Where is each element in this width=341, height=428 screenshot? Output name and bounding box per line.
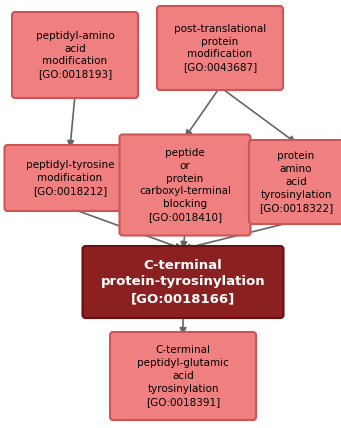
FancyBboxPatch shape — [110, 332, 256, 420]
FancyBboxPatch shape — [249, 140, 341, 224]
Text: post-translational
protein
modification
[GO:0043687]: post-translational protein modification … — [174, 24, 266, 72]
Text: C-terminal
protein-tyrosinylation
[GO:0018166]: C-terminal protein-tyrosinylation [GO:00… — [101, 259, 265, 305]
Text: peptidyl-tyrosine
modification
[GO:0018212]: peptidyl-tyrosine modification [GO:00182… — [26, 160, 114, 196]
FancyBboxPatch shape — [157, 6, 283, 90]
Text: protein
amino
acid
tyrosinylation
[GO:0018322]: protein amino acid tyrosinylation [GO:00… — [259, 152, 333, 213]
Text: C-terminal
peptidyl-glutamic
acid
tyrosinylation
[GO:0018391]: C-terminal peptidyl-glutamic acid tyrosi… — [137, 345, 229, 407]
FancyBboxPatch shape — [4, 145, 135, 211]
FancyBboxPatch shape — [83, 246, 283, 318]
Text: peptide
or
protein
carboxyl-terminal
blocking
[GO:0018410]: peptide or protein carboxyl-terminal blo… — [139, 148, 231, 222]
FancyBboxPatch shape — [119, 134, 251, 235]
FancyBboxPatch shape — [12, 12, 138, 98]
Text: peptidyl-amino
acid
modification
[GO:0018193]: peptidyl-amino acid modification [GO:001… — [35, 31, 114, 79]
